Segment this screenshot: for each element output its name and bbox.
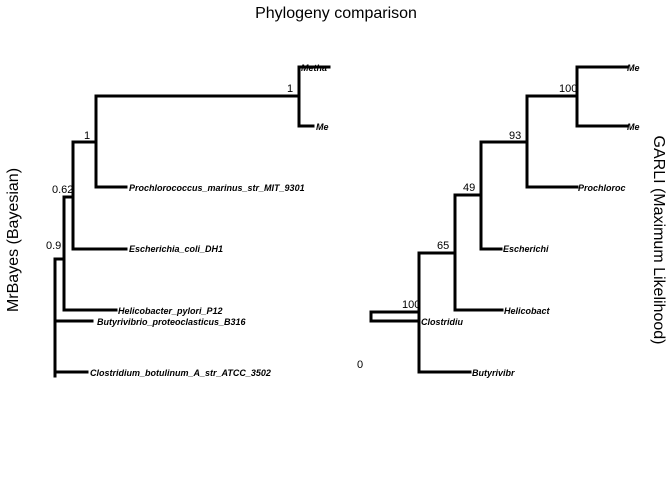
left-tip-label: Butyrivibrio_proteoclasticus_B316 (97, 317, 247, 327)
right-tip-label: Me (627, 63, 640, 73)
left-tip-label: Clostridium_botulinum_A_str_ATCC_3502 (90, 368, 271, 378)
right-tip-label: Helicobact (504, 306, 551, 316)
right-support-label: 100 (402, 299, 420, 311)
right-tip-label: Me (627, 122, 640, 132)
right-support-label: 93 (509, 130, 521, 142)
right-support-label: 65 (437, 240, 449, 252)
left-tip-label: Prochlorococcus_marinus_str_MIT_9301 (129, 183, 305, 193)
left-support-label: 0.9 (46, 240, 61, 252)
left-tree: Metha Me Prochlorococcus_marinus_str_MIT… (46, 63, 331, 378)
right-support-label: 49 (463, 182, 475, 194)
left-tip-label: Helicobacter_pylori_P12 (118, 306, 223, 316)
right-tip-label: Clostridiu (421, 317, 464, 327)
left-method-label: MrBayes (Bayesian) (5, 168, 22, 312)
right-tip-label: Butyrivibr (472, 368, 515, 378)
left-tip-label: Escherichia_coli_DH1 (129, 244, 223, 254)
left-support-label: 0.62 (52, 184, 73, 196)
right-tip-label: Escherichi (503, 244, 549, 254)
right-support-label: 0 (357, 359, 363, 371)
right-tree: Me Me Prochloroc Escherichi Helicobact B… (357, 63, 640, 378)
left-tip-label: Metha (301, 63, 327, 73)
left-support-label: 1 (287, 83, 293, 95)
left-support-label: 1 (84, 130, 90, 142)
left-tip-label: Me (316, 122, 329, 132)
right-support-label: 100 (559, 83, 577, 95)
right-tip-label: Prochloroc (578, 183, 626, 193)
figure-title: Phylogeny comparison (255, 5, 417, 22)
right-method-label: GARLI (Maximum Likelihood) (650, 136, 667, 345)
